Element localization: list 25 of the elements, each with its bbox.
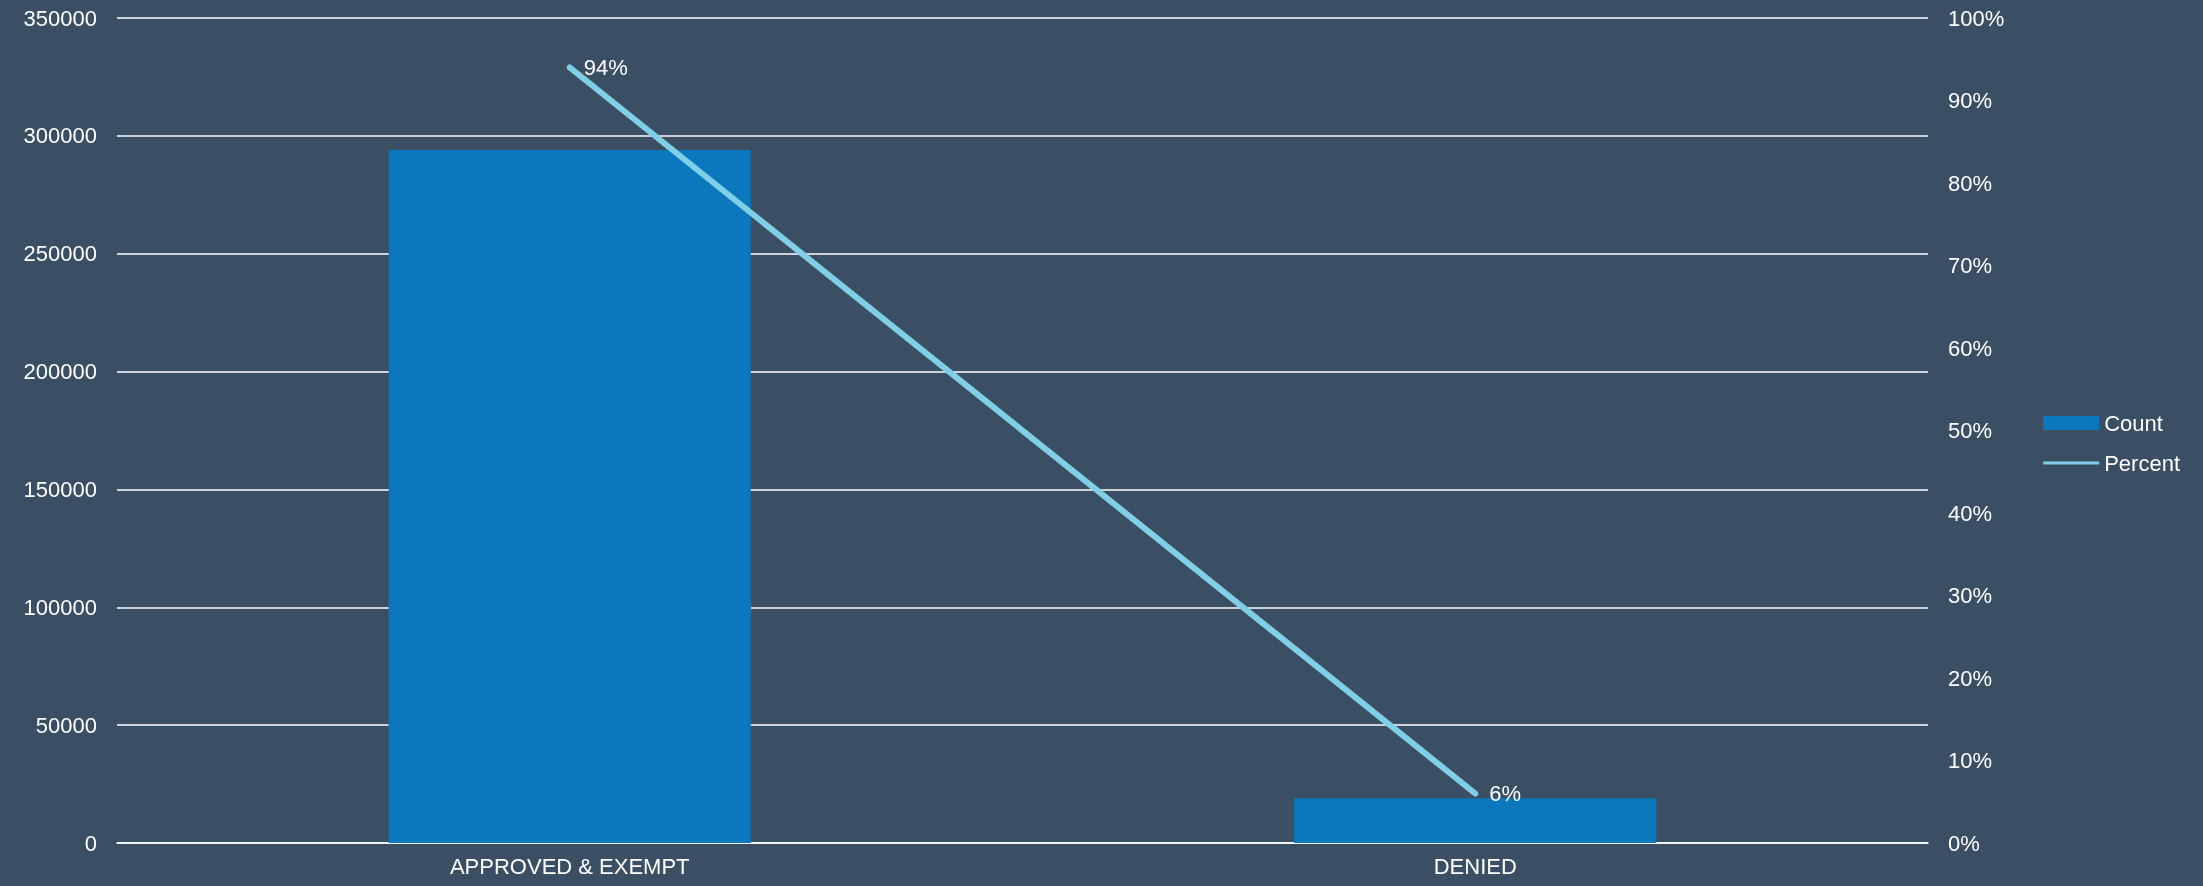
legend-label: Percent xyxy=(2104,450,2181,476)
y2-tick-label: 30% xyxy=(1948,583,1993,608)
y2-tick-label: 40% xyxy=(1948,500,1993,526)
y2-tick-label: 60% xyxy=(1948,335,1993,361)
x-tick-label: DENIED xyxy=(1433,853,1517,879)
y2-tick-label: 80% xyxy=(1948,170,1993,196)
y2-tick-label: 50% xyxy=(1948,418,1993,443)
y-tick-label: 50000 xyxy=(35,712,97,738)
y2-tick-label: 0% xyxy=(1948,830,1980,856)
y2-tick-label: 70% xyxy=(1948,253,1993,278)
y-tick-label: 0 xyxy=(84,830,97,856)
y2-tick-label: 100% xyxy=(1948,5,2005,31)
y-tick-label: 100000 xyxy=(23,594,97,620)
data-label: 6% xyxy=(1489,781,1522,806)
y2-tick-label: 90% xyxy=(1948,88,1993,113)
y-tick-label: 150000 xyxy=(23,476,97,502)
y2-tick-label: 20% xyxy=(1948,665,1993,691)
x-tick-label: APPROVED & EXEMPT xyxy=(449,853,690,879)
y-tick-label: 200000 xyxy=(23,359,97,385)
data-label: 94% xyxy=(583,55,628,80)
y-tick-label: 250000 xyxy=(23,241,97,267)
y2-tick-label: 10% xyxy=(1948,748,1993,773)
legend-label: Count xyxy=(2104,410,2163,436)
y-tick-label: 350000 xyxy=(23,5,97,31)
y-tick-label: 300000 xyxy=(23,123,97,149)
